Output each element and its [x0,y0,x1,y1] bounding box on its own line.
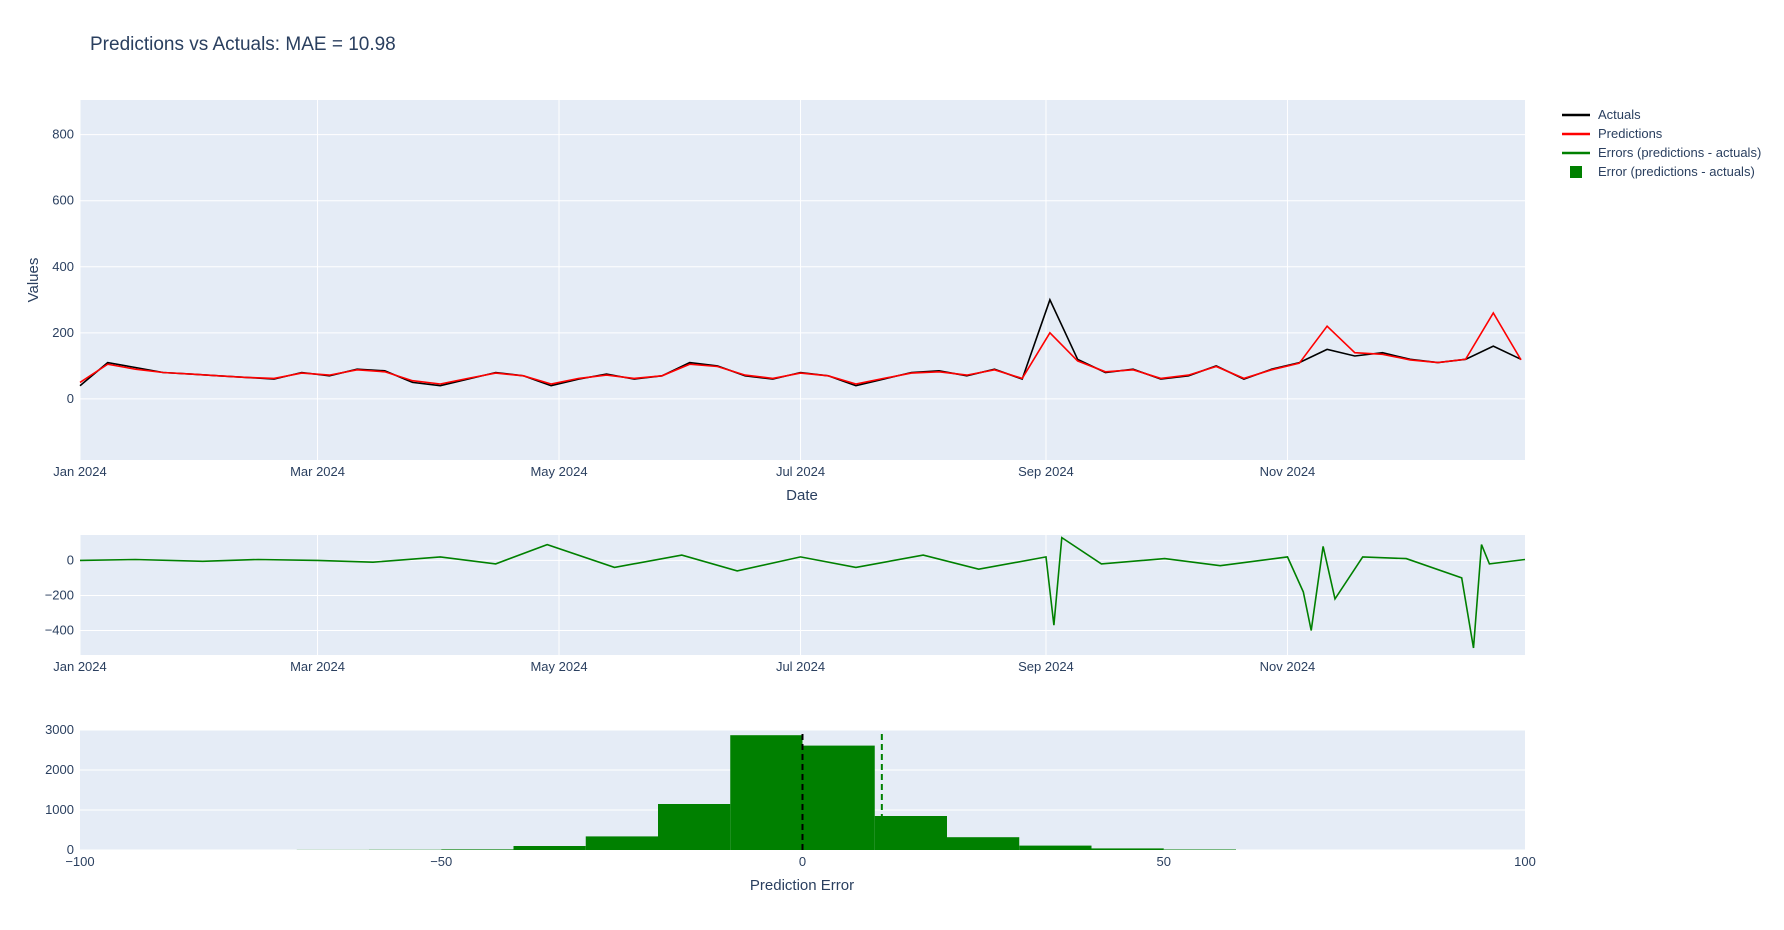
histogram-bar [658,804,731,850]
histogram-bars [296,734,1236,850]
y-tick-label: 600 [52,193,74,208]
histogram-ticks: 0 1000 2000 3000 −100 −50 0 50 100 [45,722,1536,869]
timeseries-ticks: 0 200 400 600 800 Jan 2024 Mar 2024 May 2024 Jul… [52,127,1315,479]
x-tick-label: Sep 2024 [1018,659,1074,674]
legend-swatch-square [1570,166,1582,178]
errors-panel: −400 −200 0 Jan 2024 Mar 2024 May 2024 Jul 202… [45,535,1526,674]
histogram-bar [802,745,875,850]
x-tick-label: Jul 2024 [776,464,825,479]
histogram-bar [947,837,1020,850]
histogram-x-title: Prediction Error [750,877,854,894]
timeseries-grid [79,100,1525,460]
series-line-errors [79,536,1526,649]
legend-label: Actuals [1598,107,1641,122]
y-tick-label: 2000 [45,762,74,777]
legend-label: Errors (predictions - actuals) [1598,145,1761,160]
y-tick-label: 800 [52,127,74,142]
timeseries-plot-bg [80,100,1525,460]
x-tick-label: 50 [1157,854,1171,869]
x-tick-label: 0 [799,854,806,869]
series-line-predictions [79,311,1522,385]
errors-grid [79,535,1525,655]
y-tick-label: 1000 [45,802,74,817]
errors-ticks: −400 −200 0 Jan 2024 Mar 2024 May 2024 Jul 202… [45,552,1316,674]
y-tick-label: 0 [67,552,74,567]
x-tick-label: Nov 2024 [1260,659,1316,674]
histogram-bar [513,846,586,850]
histogram-bar [1019,845,1092,850]
x-tick-label: Mar 2024 [290,659,345,674]
histogram-bar [441,849,514,850]
y-tick-label: 0 [67,391,74,406]
x-tick-label: May 2024 [530,659,587,674]
timeseries-panel: 0 200 400 600 800 Jan 2024 Mar 2024 May 2024 Jul… [25,100,1525,504]
legend: Actuals Predictions Errors (predictions - … [1562,107,1761,179]
histogram-panel: 0 1000 2000 3000 −100 −50 0 50 100 Prediction Er… [45,722,1536,894]
x-tick-label: Jan 2024 [53,659,107,674]
y-tick-label: 200 [52,325,74,340]
timeseries-x-title: Date [786,487,818,504]
legend-label: Error (predictions - actuals) [1598,164,1755,179]
legend-label: Predictions [1598,126,1663,141]
x-tick-label: Jul 2024 [776,659,825,674]
y-tick-label: −200 [45,587,74,602]
timeseries-series [79,297,1522,387]
x-tick-label: 100 [1514,854,1536,869]
x-tick-label: −100 [65,854,94,869]
y-tick-label: 3000 [45,722,74,737]
histogram-bar [874,816,947,850]
x-tick-label: Nov 2024 [1260,464,1316,479]
x-tick-label: Sep 2024 [1018,464,1074,479]
x-tick-label: Mar 2024 [290,464,345,479]
histogram-bar [585,836,658,850]
timeseries-y-title: Values [25,258,42,303]
errors-series [79,536,1526,649]
chart-title: Predictions vs Actuals: MAE = 10.98 [90,34,396,55]
x-tick-label: −50 [430,854,452,869]
y-tick-label: 0 [67,842,74,857]
histogram-bar [730,735,803,850]
y-tick-label: 400 [52,259,74,274]
y-tick-label: −400 [45,622,74,637]
x-tick-label: May 2024 [530,464,587,479]
histogram-bar [1091,848,1164,850]
x-tick-label: Jan 2024 [53,464,107,479]
